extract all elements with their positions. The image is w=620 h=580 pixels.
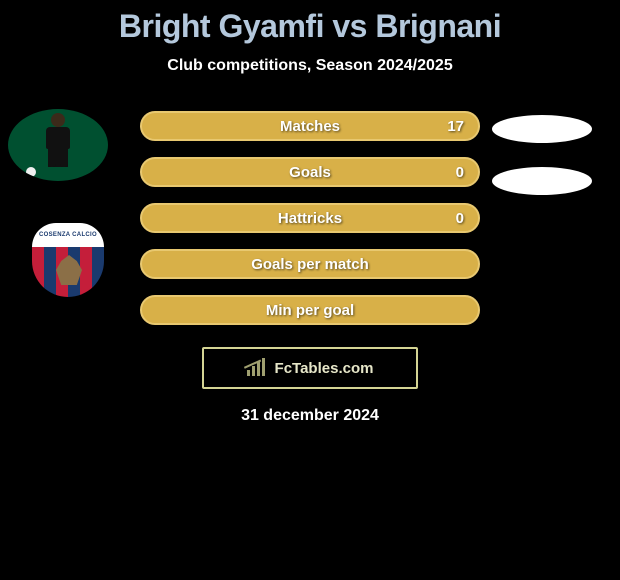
stat-label: Goals xyxy=(289,164,331,181)
date-text: 31 december 2024 xyxy=(0,407,620,425)
stat-value: 0 xyxy=(456,164,464,181)
player-figure xyxy=(40,113,76,169)
ball-icon xyxy=(26,167,36,177)
stat-bar-matches: Matches 17 xyxy=(140,111,480,141)
stat-label: Matches xyxy=(280,118,340,135)
stat-label: Hattricks xyxy=(278,210,342,227)
page-title: Bright Gyamfi vs Brignani xyxy=(0,8,620,45)
stat-label: Min per goal xyxy=(266,302,354,319)
stat-bar-goals: Goals 0 xyxy=(140,157,480,187)
stat-bars: Matches 17 Goals 0 Hattricks 0 Goals per… xyxy=(140,111,480,341)
stats-area: COSENZA CALCIO Matches 17 Goals xyxy=(0,99,620,339)
stat-label: Goals per match xyxy=(251,256,369,273)
chart-icon xyxy=(247,358,269,378)
branding-box: FcTables.com xyxy=(202,347,418,389)
player-avatar xyxy=(8,109,108,181)
subtitle: Club competitions, Season 2024/2025 xyxy=(0,57,620,75)
stat-bar-goals-per-match: Goals per match xyxy=(140,249,480,279)
branding-text: FcTables.com xyxy=(275,360,374,377)
badge-stripes xyxy=(32,247,104,297)
stat-bar-hattricks: Hattricks 0 xyxy=(140,203,480,233)
club-badge: COSENZA CALCIO xyxy=(18,217,118,309)
comparison-card: Bright Gyamfi vs Brignani Club competiti… xyxy=(0,0,620,425)
opponent-placeholder-2 xyxy=(492,167,592,195)
stat-bar-min-per-goal: Min per goal xyxy=(140,295,480,325)
stat-value: 0 xyxy=(456,210,464,227)
opponent-placeholder-1 xyxy=(492,115,592,143)
badge-text: COSENZA CALCIO xyxy=(32,223,104,247)
stat-value: 17 xyxy=(447,118,464,135)
